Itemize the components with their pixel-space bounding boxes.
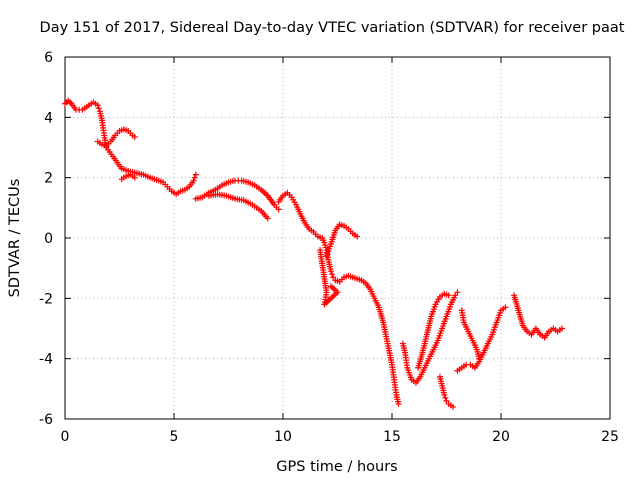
x-axis-label: GPS time / hours bbox=[276, 459, 397, 475]
data-point bbox=[191, 174, 198, 181]
series-late-evening bbox=[454, 304, 509, 374]
data-point bbox=[441, 391, 448, 398]
series-midday-arc bbox=[192, 177, 282, 213]
y-tick-label: -6 bbox=[39, 412, 53, 428]
data-point bbox=[329, 271, 336, 278]
data-point bbox=[354, 233, 361, 240]
data-point bbox=[190, 177, 197, 184]
data-point bbox=[94, 102, 101, 109]
gridlines bbox=[65, 57, 610, 419]
series-loop-lower bbox=[118, 171, 138, 183]
y-tick-label: 0 bbox=[44, 231, 53, 247]
series-loop-upper bbox=[94, 126, 138, 149]
y-axis-label: SDTVAR / TECUs bbox=[7, 179, 23, 298]
y-tick-label: -4 bbox=[39, 352, 53, 368]
series-noon-scatter bbox=[317, 247, 341, 308]
data-point bbox=[476, 355, 483, 362]
y-tick-label: 4 bbox=[44, 110, 53, 126]
series-afternoon-fall bbox=[275, 189, 402, 407]
data-point bbox=[131, 174, 138, 181]
data-point bbox=[330, 274, 337, 281]
chart-title: Day 151 of 2017, Sidereal Day-to-day VTE… bbox=[40, 20, 625, 36]
data-point bbox=[502, 304, 509, 311]
data-point bbox=[452, 292, 459, 299]
data-point bbox=[264, 215, 271, 222]
series-late-spur bbox=[458, 307, 483, 362]
x-tick-label: 10 bbox=[274, 429, 292, 445]
data-point bbox=[442, 394, 449, 401]
data-point bbox=[450, 403, 457, 410]
y-tick-label: 2 bbox=[44, 171, 53, 187]
series-main-trace bbox=[62, 97, 199, 198]
data-point bbox=[327, 268, 334, 275]
data-point bbox=[327, 283, 334, 290]
series-night bbox=[511, 292, 566, 341]
series-evening-rise bbox=[399, 289, 461, 386]
data-series bbox=[62, 97, 566, 410]
data-point bbox=[95, 105, 102, 112]
data-point bbox=[395, 400, 402, 407]
series-noon-bump bbox=[323, 221, 361, 260]
data-point bbox=[559, 325, 566, 332]
data-point bbox=[275, 206, 282, 213]
x-tick-label: 25 bbox=[601, 429, 619, 445]
x-tick-label: 15 bbox=[383, 429, 401, 445]
x-tick-label: 0 bbox=[61, 429, 70, 445]
data-point bbox=[131, 133, 138, 140]
data-point bbox=[454, 289, 461, 296]
data-point bbox=[192, 171, 199, 178]
data-point bbox=[443, 397, 450, 404]
data-point bbox=[445, 292, 452, 299]
y-tick-label: 6 bbox=[44, 50, 53, 66]
series-evening-dip bbox=[436, 373, 457, 410]
series-midday-lower bbox=[205, 191, 271, 222]
y-tick-label: -2 bbox=[39, 291, 53, 307]
x-tick-label: 20 bbox=[492, 429, 510, 445]
axis-ticks: 0 5 10 15 20 25 -6 -4 -2 0 2 4 6 bbox=[39, 50, 619, 445]
series-evening-loop bbox=[415, 290, 452, 371]
x-tick-label: 5 bbox=[170, 429, 179, 445]
